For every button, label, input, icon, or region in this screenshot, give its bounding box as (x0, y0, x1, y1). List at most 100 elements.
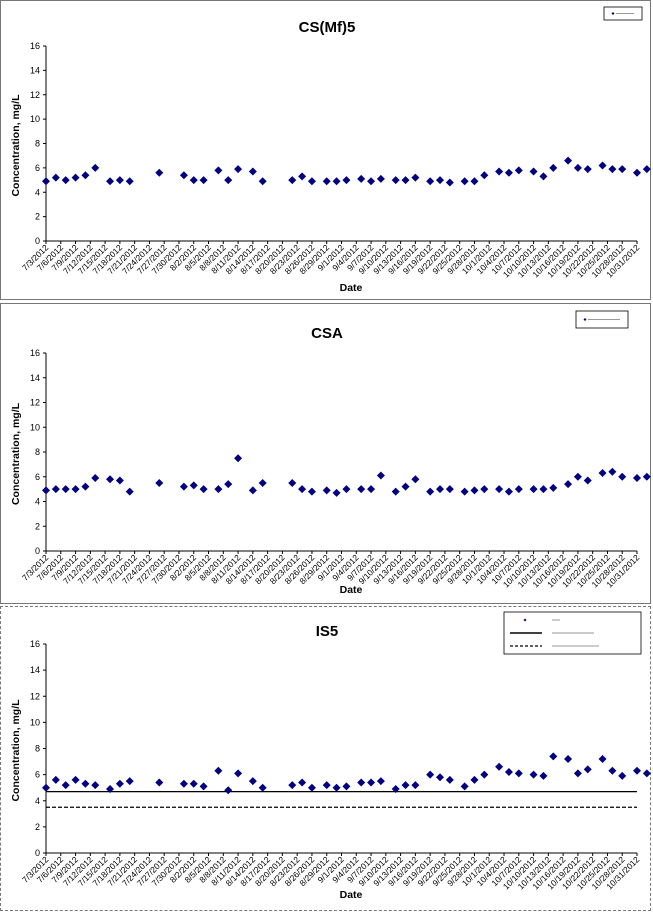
data-point (42, 177, 50, 186)
y-tick-label: 12 (30, 90, 40, 100)
y-tick-label: 12 (30, 398, 40, 408)
data-point (583, 765, 592, 774)
data-point (248, 167, 257, 176)
y-tick-label: 16 (30, 41, 40, 51)
data-point (411, 781, 420, 790)
chart-title: CSA (311, 325, 343, 342)
data-point (401, 781, 410, 790)
y-tick-label: 6 (35, 472, 40, 482)
data-point (633, 766, 641, 775)
data-point (42, 486, 50, 495)
data-point (411, 173, 420, 182)
data-point (608, 766, 617, 775)
data-point (298, 485, 307, 494)
data-point (426, 487, 435, 496)
y-axis-label: Concentration, mg/L (10, 94, 22, 197)
data-point (504, 768, 513, 777)
data-point (322, 781, 331, 790)
data-point (224, 786, 233, 795)
data-point (199, 782, 208, 791)
chart-canvas: CS(Mf)502468101214167/3/20127/6/20127/9/… (10, 6, 651, 294)
data-point (71, 173, 80, 182)
data-point (470, 486, 479, 495)
data-point (391, 487, 400, 496)
data-point (376, 174, 385, 183)
data-point (445, 178, 454, 187)
data-point (401, 482, 410, 491)
data-point (642, 472, 651, 481)
data-point (583, 165, 592, 174)
data-point (573, 472, 582, 481)
data-point (598, 161, 607, 170)
data-point (376, 471, 385, 480)
data-point (115, 779, 124, 788)
chart-title: IS5 (316, 623, 339, 640)
y-tick-label: 0 (35, 546, 40, 556)
y-tick-label: 0 (35, 848, 40, 858)
data-point (81, 779, 90, 788)
data-point (214, 766, 223, 775)
data-point (61, 176, 70, 185)
data-point (106, 177, 115, 186)
data-point (91, 781, 100, 790)
data-point (322, 177, 331, 186)
chart-panel-cs-mf-5: CS(Mf)5 0 2 4 6 8 10 12 14 16 7/3/2012 7/6/2012 7/9/… (0, 0, 651, 300)
chart-canvas: CSA02468101214167/3/20127/6/20127/9/2012… (10, 310, 651, 596)
data-point (642, 769, 651, 778)
legend-marker (583, 318, 587, 321)
data-point (549, 483, 558, 492)
data-point (155, 778, 164, 787)
data-point (391, 784, 400, 793)
data-point (51, 775, 60, 784)
y-tick-label: 6 (35, 770, 40, 780)
data-point (633, 473, 641, 482)
data-point (495, 485, 504, 494)
data-point (549, 752, 558, 761)
data-point (125, 777, 134, 786)
data-point (179, 171, 188, 180)
data-point (298, 778, 307, 787)
x-axis-label: Date (340, 584, 363, 596)
data-point (125, 487, 134, 496)
data-point (583, 476, 592, 485)
data-point (426, 177, 435, 186)
data-point (81, 171, 90, 180)
data-point (504, 487, 513, 496)
y-tick-label: 8 (35, 447, 40, 457)
data-point (307, 177, 316, 186)
data-point (258, 177, 267, 186)
data-point (470, 775, 479, 784)
data-point (288, 478, 297, 487)
data-point (480, 171, 489, 180)
data-point (332, 783, 341, 792)
data-point (539, 485, 548, 494)
data-point (288, 781, 297, 790)
data-point (106, 784, 115, 793)
data-point (106, 475, 115, 484)
data-point (81, 482, 90, 491)
data-point (248, 777, 257, 786)
y-tick-label: 8 (35, 744, 40, 754)
chart-title: CS(Mf)5 (299, 19, 356, 36)
data-point (224, 480, 233, 489)
data-point (445, 485, 454, 494)
data-point (214, 166, 223, 175)
y-tick-label: 10 (30, 717, 40, 727)
data-point (367, 778, 376, 787)
data-point (258, 783, 267, 792)
chart-panel-csa: CSA 0 2 4 6 8 10 12 14 16 7/3/2012 7/6/2012 7/9/2012… (0, 303, 651, 604)
y-tick-label: 6 (35, 163, 40, 173)
data-point (214, 485, 223, 494)
data-point (411, 475, 420, 484)
data-point (91, 473, 100, 482)
data-point (125, 177, 134, 186)
x-axis-label: Date (340, 282, 363, 294)
data-point (564, 480, 573, 489)
data-point (495, 762, 504, 771)
data-point (357, 174, 366, 183)
x-axis-label: Date (340, 889, 363, 901)
data-point (234, 769, 243, 778)
data-point (495, 167, 504, 176)
data-point (51, 485, 60, 494)
y-tick-label: 16 (30, 348, 40, 358)
